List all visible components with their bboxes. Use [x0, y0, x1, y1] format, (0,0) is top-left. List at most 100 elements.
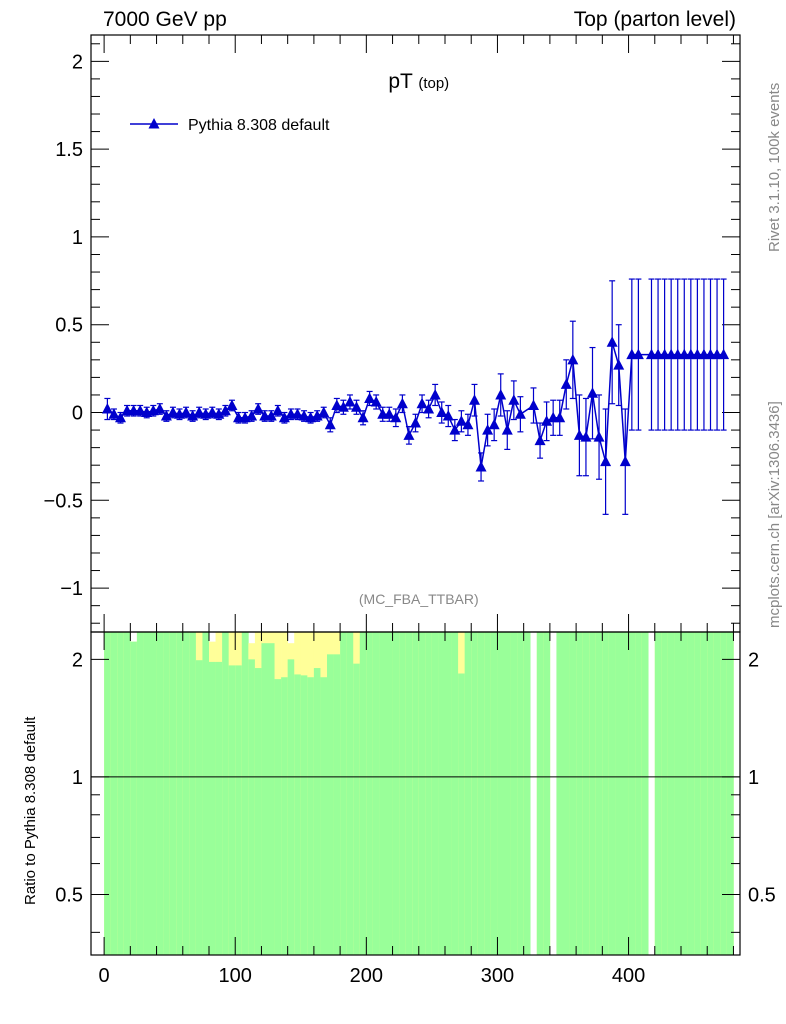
legend-label: Pythia 8.308 default — [188, 117, 330, 134]
ratio-band-inner — [222, 632, 229, 955]
ratio-y-tick-label-left: 1 — [72, 767, 83, 789]
ratio-band-inner — [720, 632, 728, 955]
data-point — [462, 418, 474, 430]
data-point — [187, 410, 199, 421]
ratio-band-inner — [431, 632, 439, 955]
ratio-band-inner — [202, 632, 210, 955]
data-point — [613, 359, 625, 370]
ratio-band-inner — [563, 632, 570, 955]
data-point — [541, 415, 553, 426]
data-point — [488, 418, 500, 430]
data-point — [423, 403, 435, 414]
ratio-y-tick-label-right: 2 — [748, 649, 759, 671]
ratio-band-inner — [418, 632, 426, 955]
ratio-band-inner — [622, 632, 629, 955]
data-point — [475, 460, 487, 472]
ratio-band-inner — [412, 632, 420, 955]
data-point — [390, 411, 402, 423]
ratio-band-inner — [327, 654, 334, 955]
data-point — [587, 387, 598, 398]
ratio-band-inner — [405, 632, 413, 955]
data-point — [619, 455, 631, 467]
ratio-band-inner — [484, 632, 492, 955]
ratio-band-inner — [504, 632, 511, 955]
ratio-band-inner — [713, 632, 721, 955]
ratio-band-inner — [661, 632, 669, 955]
data-point — [213, 408, 225, 419]
ratio-band-inner — [700, 632, 708, 955]
data-point — [252, 403, 264, 414]
data-point — [593, 431, 605, 442]
data-point — [573, 429, 585, 440]
data-point — [180, 406, 192, 418]
data-point — [292, 408, 303, 419]
data-point — [154, 403, 166, 414]
analysis-watermark: (MC_FBA_TTBAR) — [359, 591, 479, 607]
ratio-band-inner — [681, 632, 688, 955]
data-point — [410, 417, 421, 428]
data-point — [429, 388, 441, 400]
ratio-band-inner — [667, 632, 675, 955]
ratio-band-inner — [340, 632, 347, 955]
data-point — [436, 406, 448, 418]
data-point — [383, 408, 395, 419]
ratio-band-inner — [386, 632, 393, 955]
y-tick-label: 2 — [72, 51, 83, 73]
ratio-band-inner — [143, 632, 151, 955]
ratio-band-inner — [602, 632, 610, 955]
ratio-band-inner — [281, 677, 288, 955]
ratio-band-inner — [110, 632, 118, 955]
ratio-band-inner — [333, 654, 341, 955]
data-point — [337, 401, 349, 412]
data-point — [160, 410, 172, 421]
ratio-band-inner — [294, 674, 302, 955]
ratio-band-inner — [241, 632, 249, 955]
data-point — [449, 424, 461, 435]
data-point — [364, 392, 376, 403]
ratio-band-inner — [438, 632, 446, 955]
ratio-band-inner — [372, 632, 380, 955]
ratio-band-inner — [608, 632, 616, 955]
data-point — [514, 408, 526, 419]
ratio-band-inner — [215, 661, 223, 955]
ratio-band-inner — [287, 659, 295, 955]
chart-title: pT (top) — [388, 70, 449, 93]
ratio-y-tick-label-right: 0.5 — [748, 885, 776, 907]
data-point — [580, 431, 592, 442]
ratio-band-inner — [595, 632, 603, 955]
data-point — [469, 394, 480, 405]
ratio-band-inner — [130, 641, 138, 955]
data-point — [501, 424, 513, 435]
ratio-band-inner — [641, 632, 649, 955]
ratio-band-inner — [176, 632, 184, 955]
ratio-band-inner — [674, 632, 682, 955]
ratio-band-inner — [195, 660, 203, 955]
data-point — [482, 424, 494, 435]
ratio-band-inner — [543, 632, 551, 955]
data-point — [396, 397, 408, 409]
ratio-band-inner — [451, 632, 459, 955]
data-point — [134, 404, 146, 416]
ratio-band-inner — [307, 677, 315, 955]
ratio-band-inner — [366, 632, 374, 955]
ratio-band-inner — [517, 632, 524, 955]
ratio-band-inner — [589, 632, 597, 955]
ratio-band-inner — [117, 632, 125, 955]
ratio-band-inner — [569, 632, 577, 955]
data-point — [528, 399, 539, 410]
ratio-band-inner — [104, 632, 111, 955]
ratio-band-inner — [497, 632, 505, 955]
ratio-band-inner — [300, 675, 308, 955]
ratio-band-inner — [458, 673, 465, 955]
ratio-band-inner — [261, 643, 269, 955]
ratio-band-inner — [694, 632, 701, 955]
ratio-band-inner — [477, 632, 485, 955]
ratio-y-tick-label-left: 0.5 — [55, 885, 83, 907]
data-point — [219, 404, 231, 416]
ratio-band-inner — [156, 632, 164, 955]
y-tick-label: 0.5 — [55, 315, 83, 337]
ratio-band-inner — [123, 632, 131, 955]
ratio-band-inner — [254, 668, 262, 955]
ratio-y-tick-label-right: 1 — [748, 767, 759, 789]
data-point — [265, 410, 277, 421]
